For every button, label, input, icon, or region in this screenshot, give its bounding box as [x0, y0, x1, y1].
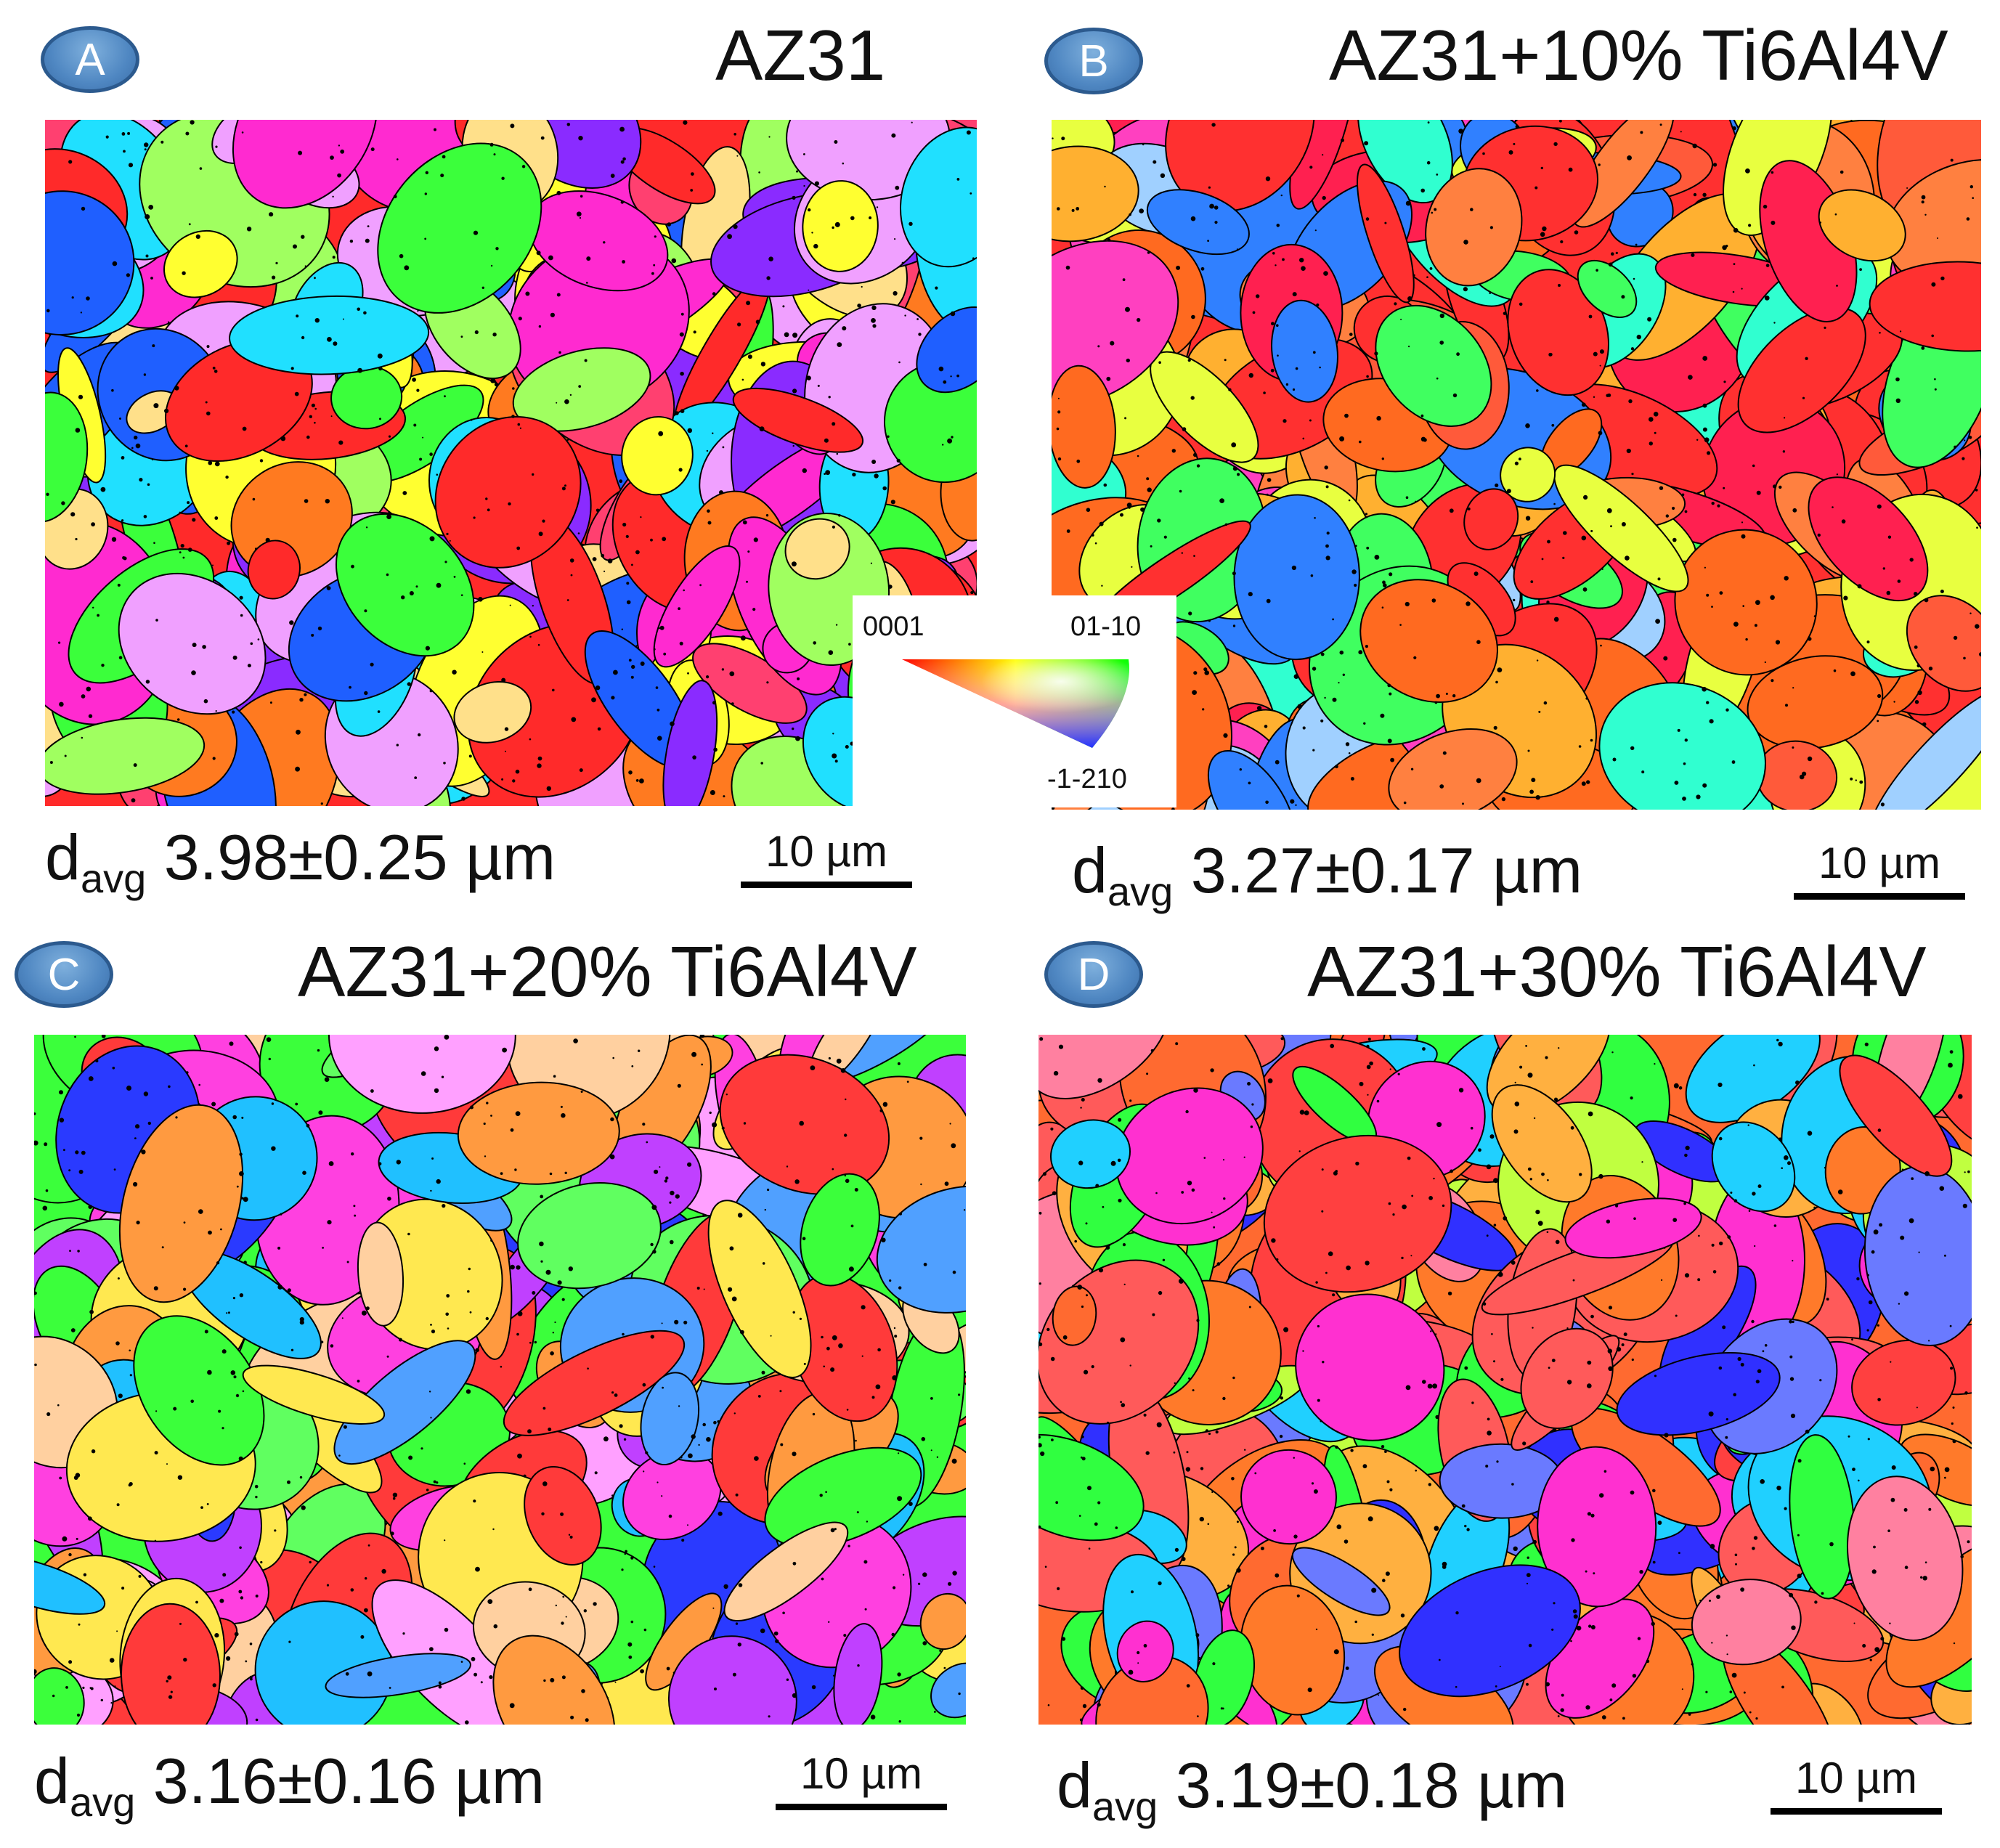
- legend-label-minus-1-210: -1-210: [1047, 764, 1127, 794]
- ipf-triangle: [902, 659, 1129, 748]
- legend-label-0001: 0001: [863, 611, 924, 642]
- panel-badge-d: D: [1044, 941, 1143, 1008]
- scale-bar-b: 10 µm: [1794, 841, 1965, 900]
- grain-size-c: davg 3.16±0.16 µm: [34, 1745, 545, 1825]
- panel-title-c: AZ31+20% Ti6Al4V: [298, 932, 917, 1011]
- legend-label-01-10: 01-10: [1070, 611, 1142, 642]
- grain-size-b: davg 3.27±0.17 µm: [1072, 834, 1583, 914]
- grain-size-a: davg 3.98±0.25 µm: [45, 821, 556, 901]
- scale-bar-c: 10 µm: [776, 1751, 947, 1810]
- ebsd-map-c: [34, 1035, 966, 1725]
- ipf-color-key: 0001 01-10 -1-210: [853, 595, 1176, 807]
- panel-badge-b: B: [1044, 28, 1143, 94]
- panel-badge-c: C: [15, 941, 113, 1008]
- ebsd-map-a: [45, 120, 977, 806]
- ebsd-map-d-texture: [1038, 1035, 1972, 1725]
- ebsd-map-c-texture: [34, 1035, 966, 1725]
- ebsd-map-b-texture: [1052, 120, 1981, 810]
- panel-title-b: AZ31+10% Ti6Al4V: [1329, 15, 1948, 95]
- scale-bar-a: 10 µm: [741, 829, 912, 888]
- ebsd-map-b: [1052, 120, 1981, 810]
- ebsd-map-a-texture: [45, 120, 977, 806]
- ebsd-map-d: [1038, 1035, 1972, 1725]
- scale-bar-d: 10 µm: [1771, 1756, 1942, 1815]
- grain-size-d: davg 3.19±0.18 µm: [1057, 1749, 1568, 1829]
- panel-badge-a: A: [41, 26, 139, 93]
- panel-title-d: AZ31+30% Ti6Al4V: [1307, 932, 1927, 1011]
- panel-title-a: AZ31: [715, 15, 886, 95]
